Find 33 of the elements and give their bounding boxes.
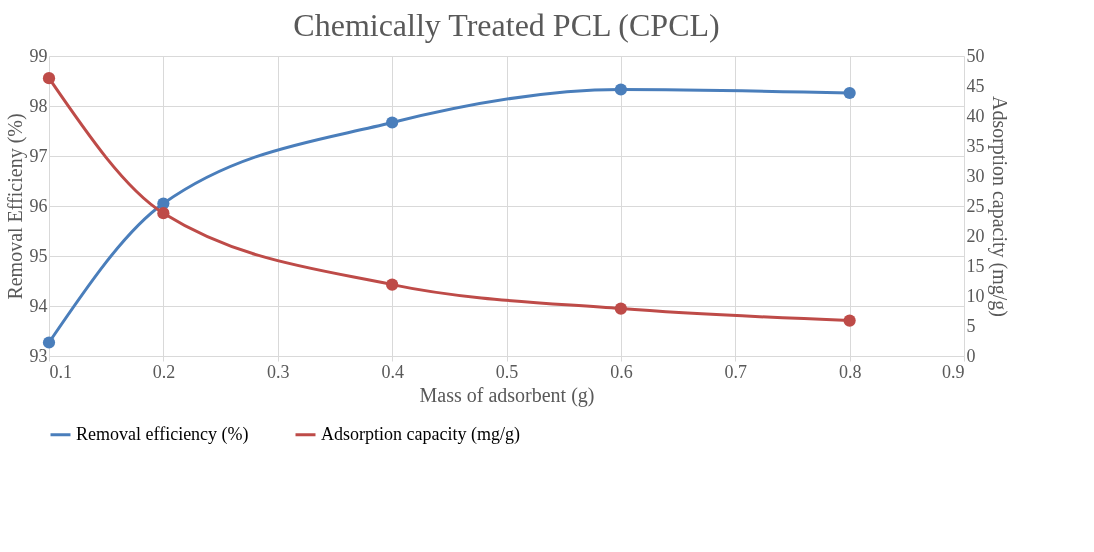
chart-title: Chemically Treated PCL (CPCL)	[293, 7, 720, 43]
y-tick-label: 97	[29, 145, 48, 166]
x-tick-label: 0.3	[267, 361, 290, 382]
x-tick-label: 0.1	[49, 361, 72, 382]
y2-tick-label: 40	[966, 105, 985, 126]
y2-tick-label: 45	[966, 75, 985, 96]
y2-tick-label: 30	[966, 165, 985, 186]
y2-tick-label: 10	[966, 285, 985, 306]
y-tick-label: 98	[29, 95, 48, 116]
y-tick-label: 93	[29, 345, 48, 366]
y2-tick-label: 0	[966, 345, 976, 366]
y2-axis-title: Adsorption capacity (mg/g)	[987, 95, 1011, 318]
x-tick-label: 0.5	[495, 361, 519, 382]
y-tick-label: 94	[29, 295, 48, 316]
x-tick-label: 0.6	[610, 361, 633, 382]
x-tick-label: 0.8	[838, 361, 862, 382]
y-tick-label: 96	[29, 195, 48, 216]
y-tick-label: 99	[29, 45, 48, 66]
y-tick-label: 95	[29, 245, 48, 266]
y2-tick-label: 50	[966, 45, 985, 66]
y2-tick-label: 20	[966, 225, 985, 246]
legend-label: Adsorption capacity (mg/g)	[321, 423, 520, 445]
y2-tick-label: 15	[966, 255, 985, 276]
x-axis-title: Mass of adsorbent (g)	[419, 383, 595, 407]
legend-label: Removal efficiency (%)	[76, 423, 249, 445]
y-axis-title: Removal Efficieny (%)	[3, 113, 27, 300]
y2-tick-label: 5	[966, 315, 976, 336]
x-tick-label: 0.9	[942, 361, 965, 382]
x-tick-label: 0.4	[381, 361, 404, 382]
x-tick-label: 0.2	[152, 361, 176, 382]
x-tick-label: 0.7	[724, 361, 747, 382]
y2-tick-label: 35	[966, 135, 985, 156]
y2-tick-label: 25	[966, 195, 985, 216]
